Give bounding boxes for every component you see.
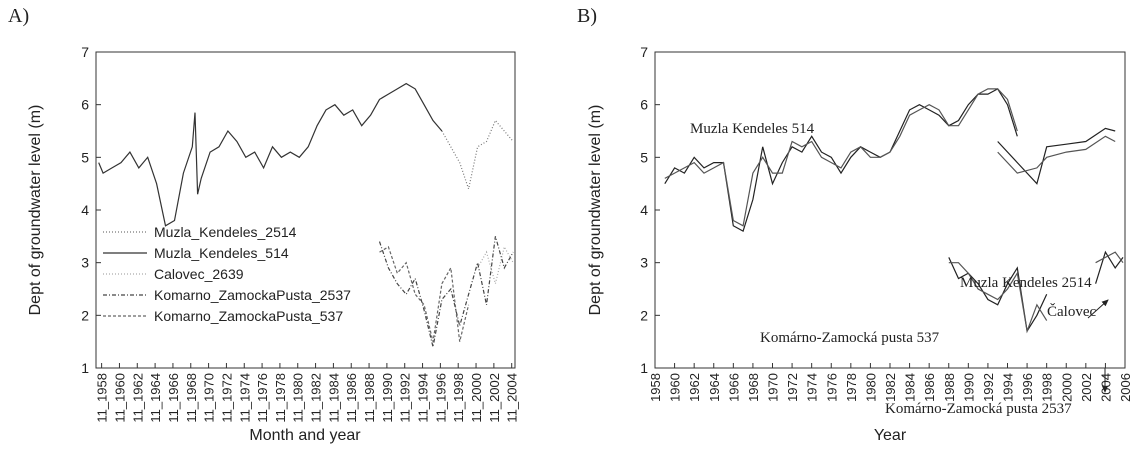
x-tick-label: 11_1982 (309, 373, 324, 423)
legend-label: Muzla_Kendeles_2514 (154, 224, 297, 240)
x-tick-label: 11_1972 (219, 373, 234, 423)
x-tick-label: 1958 (648, 373, 663, 402)
y-tick-label: 6 (640, 97, 648, 113)
x-tick-label: 11_2002 (487, 373, 502, 423)
x-tick-label: 11_1960 (112, 373, 127, 423)
y-tick-label: 4 (81, 202, 89, 218)
x-tick-label: 11_1998 (451, 373, 466, 423)
y-tick-label: 6 (81, 97, 89, 113)
x-tick-label: 1972 (785, 373, 800, 402)
annotation: Muzla Kendeles 2514 (960, 275, 1092, 291)
x-tick-label: 1960 (668, 373, 683, 402)
annotation: Komárno-Zamocká pusta 2537 (885, 401, 1072, 417)
legend-label: Komarno_ZamockaPusta_537 (154, 308, 343, 324)
x-tick-label: 1966 (726, 373, 741, 402)
x-tick-label: 1992 (981, 373, 996, 402)
x-tick-label: 11_1964 (148, 373, 163, 423)
x-tick-label: 11_1980 (291, 373, 306, 423)
y-tick-label: 3 (81, 255, 89, 271)
annotation: Komárno-Zamocká pusta 537 (760, 330, 940, 346)
y-axis-title: Dept of groundwater level (m) (587, 105, 604, 316)
y-tick-label: 2 (640, 307, 648, 323)
legend-label: Komarno_ZamockaPusta_2537 (154, 287, 351, 303)
x-tick-label: 11_1974 (237, 373, 252, 423)
x-tick-label: 11_1966 (166, 373, 181, 423)
series-line (997, 135, 1116, 174)
x-tick-label: 1986 (922, 373, 937, 402)
x-tick-label: 1982 (883, 373, 898, 402)
legend-label: Calovec_2639 (154, 266, 244, 282)
x-tick-label: 11_1994 (416, 373, 431, 423)
legend-label: Muzla_Kendeles_514 (154, 245, 289, 261)
series-line (441, 119, 514, 192)
x-tick-label: 11_1968 (184, 373, 199, 423)
series-line (1095, 251, 1124, 264)
x-tick-label: 11_1990 (380, 373, 395, 423)
y-tick-label: 7 (640, 44, 648, 60)
panel-label: B) (577, 5, 597, 27)
x-tick-label: 11_2000 (469, 373, 484, 423)
annotation: Muzla Kendeles 514 (690, 121, 815, 137)
x-tick-label: 1962 (687, 373, 702, 402)
x-tick-label: 1994 (1001, 373, 1016, 402)
x-tick-label: 1996 (1020, 373, 1035, 402)
x-tick-label: 11_1988 (362, 373, 377, 423)
x-tick-label: 1988 (942, 373, 957, 402)
x-tick-label: 11_1970 (202, 373, 217, 423)
x-tick-label: 11_1978 (273, 373, 288, 423)
annotation-arrow (1087, 299, 1109, 319)
x-tick-label: 1990 (961, 373, 976, 402)
y-axis-title: Dept of groundwater level (m) (27, 105, 44, 316)
y-tick-label: 7 (81, 44, 89, 60)
annotation: Čalovec (1047, 303, 1096, 320)
x-tick-label: 2006 (1118, 373, 1133, 402)
x-tick-label: 2000 (1059, 373, 1074, 402)
x-tick-label: 1984 (903, 373, 918, 402)
y-tick-label: 5 (81, 149, 89, 165)
series-line (997, 127, 1116, 185)
x-tick-label: 1978 (844, 373, 859, 402)
y-tick-label: 2 (81, 307, 89, 323)
y-tick-label: 5 (640, 149, 648, 165)
series-line (664, 88, 1018, 227)
series-line (948, 262, 1048, 334)
x-tick-label: 1970 (766, 373, 781, 402)
y-tick-label: 4 (640, 202, 648, 218)
series-line (378, 236, 514, 348)
x-tick-label: 11_1962 (130, 373, 145, 423)
series-line (664, 88, 1018, 232)
x-tick-label: 11_1984 (326, 373, 341, 423)
x-tick-label: 11_1986 (344, 373, 359, 423)
x-tick-label: 2004 (1098, 373, 1113, 402)
x-axis-title: Year (874, 427, 907, 444)
series-line (1095, 250, 1124, 284)
y-tick-label: 3 (640, 255, 648, 271)
x-tick-label: 11_1996 (433, 373, 448, 423)
x-tick-label: 11_1976 (255, 373, 270, 423)
plot-frame (654, 51, 1126, 369)
x-axis-title: Month and year (249, 427, 361, 444)
x-tick-label: 1974 (805, 373, 820, 402)
series-line (477, 245, 514, 287)
series-line (98, 82, 443, 227)
x-tick-label: 1998 (1040, 373, 1055, 402)
x-tick-label: 1980 (863, 373, 878, 402)
panel-label: A) (8, 5, 29, 27)
y-tick-label: 1 (640, 360, 648, 376)
x-tick-label: 2002 (1079, 373, 1094, 402)
x-tick-label: 11_1992 (398, 373, 413, 423)
x-tick-label: 11_1958 (95, 373, 110, 423)
x-tick-label: 11_2004 (505, 373, 520, 423)
x-tick-label: 1968 (746, 373, 761, 402)
x-tick-label: 1964 (707, 373, 722, 402)
series-line (948, 257, 1048, 333)
x-tick-label: 1976 (824, 373, 839, 402)
series-line (379, 246, 470, 342)
y-tick-label: 1 (81, 360, 89, 376)
